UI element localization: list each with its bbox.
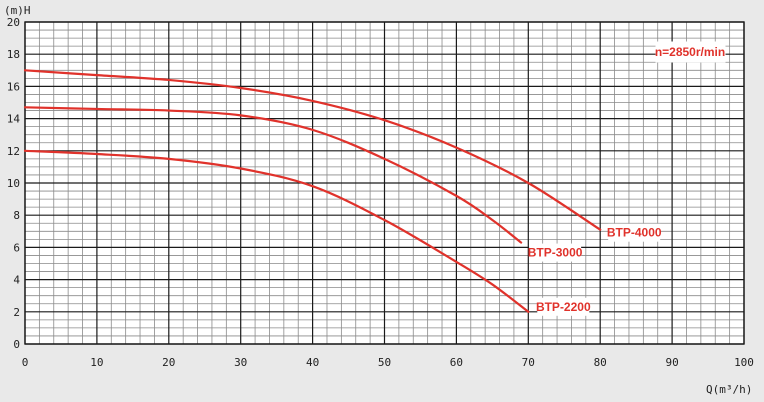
x-tick-label: 10 [90,356,103,369]
series-lines [23,69,602,313]
x-tick-label: 0 [22,356,29,369]
y-tick-label: 8 [13,209,20,222]
speed-annotation: n=2850r/min [655,41,726,63]
y-tick-label: 0 [13,338,20,351]
x-tick-label: 80 [594,356,607,369]
y-tick-label: 12 [7,145,20,158]
plot-frame [24,21,745,345]
x-tick-label: 40 [306,356,319,369]
y-tick-label: 2 [13,306,20,319]
x-tick-label: 100 [734,356,754,369]
series-line-btp-3000 [23,106,523,244]
speed-annotation-text: n=2850r/min [655,45,725,59]
series-label-btp-2200: BTP-2200 [536,300,591,314]
y-tick-label: 10 [7,177,20,190]
x-tick-label: 20 [162,356,175,369]
x-tick-label: 50 [378,356,391,369]
x-tick-label: 60 [450,356,463,369]
y-tick-label: 16 [7,80,20,93]
y-tick-label: 20 [7,16,20,29]
x-tick-label: 90 [665,356,678,369]
y-tick-label: 4 [13,274,20,287]
series-line-btp-2200 [23,149,530,313]
y-tick-label: 18 [7,48,20,61]
y-axis-title: (m)H [4,4,31,17]
axes: 0 10 20 30 40 50 60 70 80 90 100 0 2 4 6 8 10 12 14 16 18 20 [7,16,754,369]
series-label-btp-4000: BTP-4000 [607,226,662,240]
series-labels: BTP-4000 BTP-3000 BTP-2200 [528,223,662,316]
x-axis-title: Q(m³/h) [706,383,752,396]
x-tick-label: 70 [522,356,535,369]
grid [24,21,745,345]
series-label-bg-btp-4000 [608,223,661,242]
series-label-bg-btp-2200 [537,297,590,316]
series-label-btp-3000: BTP-3000 [528,246,583,260]
series-label-bg-btp-3000 [529,243,582,262]
x-tick-label: 30 [234,356,247,369]
series-line-btp-4000 [23,69,602,231]
y-tick-label: 14 [7,113,21,126]
y-tick-label: 6 [13,241,20,254]
